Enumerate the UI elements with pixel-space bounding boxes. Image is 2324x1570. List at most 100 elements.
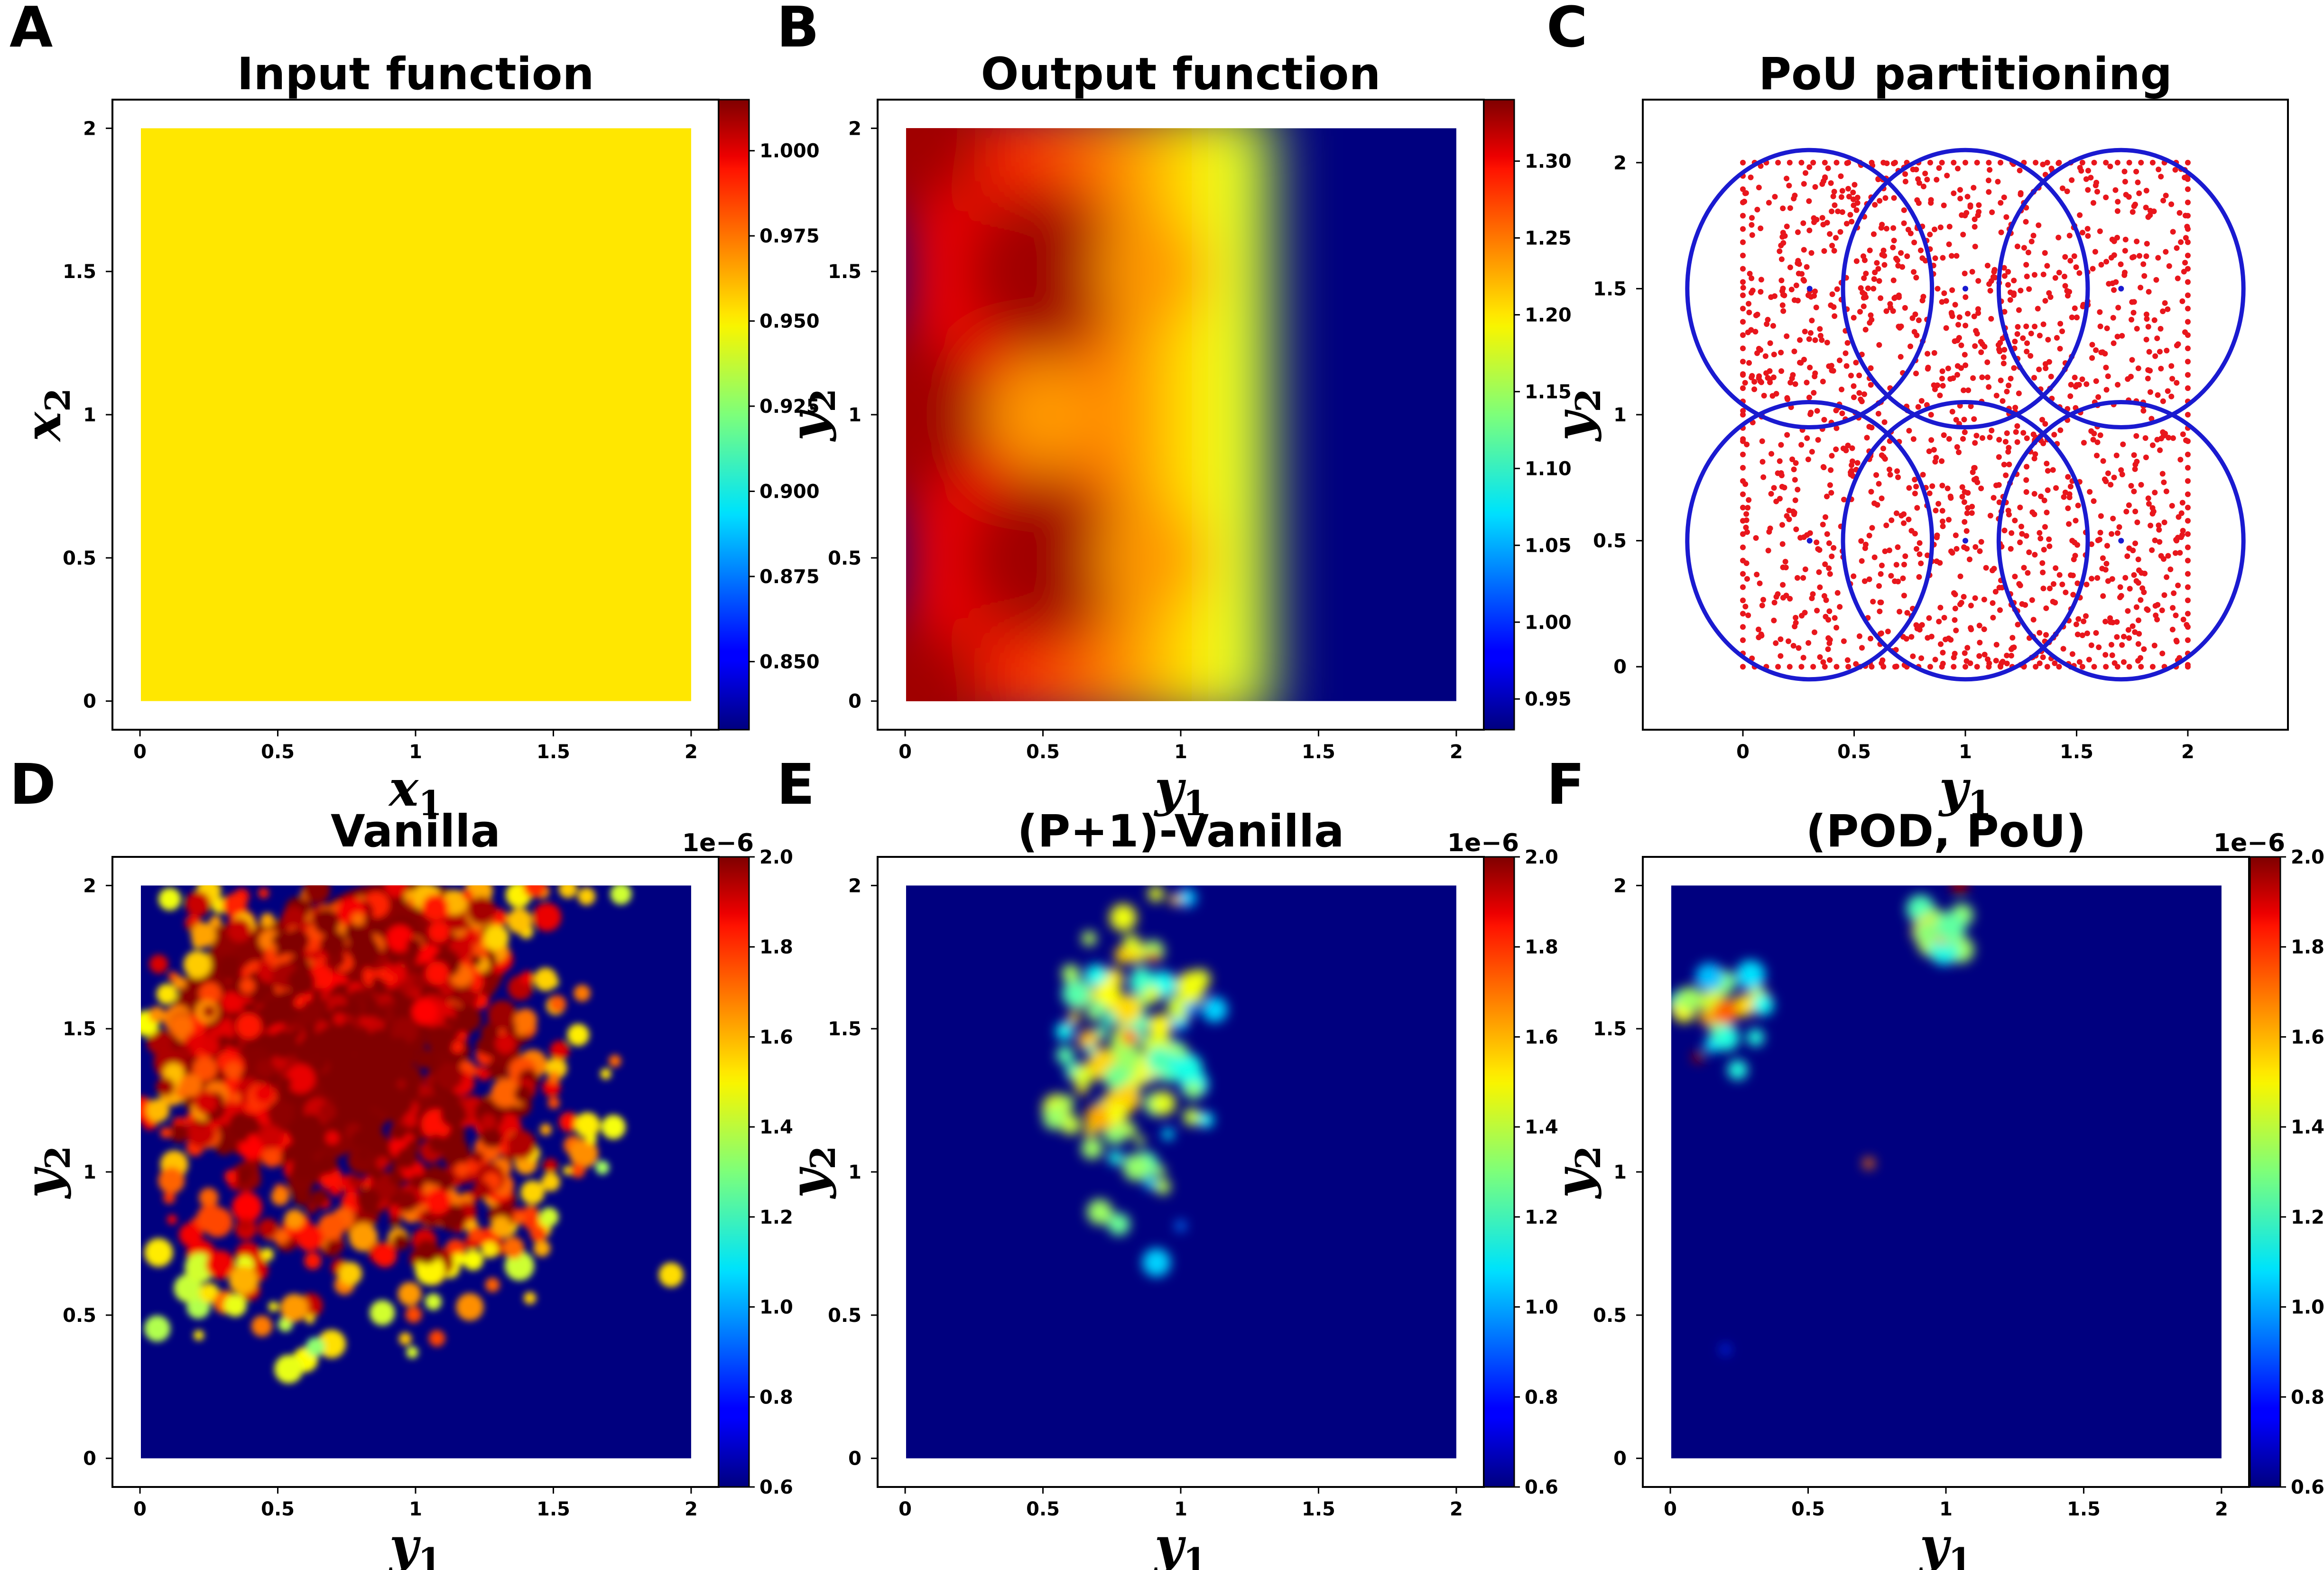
data-point	[1981, 626, 1987, 632]
data-point	[2167, 567, 2174, 573]
data-point	[1881, 419, 1888, 425]
data-point	[2060, 646, 2066, 652]
data-point	[2114, 159, 2120, 166]
data-point	[1854, 460, 1861, 466]
data-point	[1932, 255, 1938, 261]
data-point	[1878, 571, 1884, 577]
error-blob	[478, 1069, 490, 1081]
data-point	[1813, 304, 1819, 310]
data-point	[2130, 209, 2136, 215]
data-point	[1946, 436, 1952, 442]
data-point	[1841, 638, 1847, 644]
pou-center	[2118, 286, 2124, 292]
data-point	[1800, 655, 1806, 661]
data-point	[1956, 334, 1962, 341]
data-point	[1779, 288, 1786, 294]
error-blob	[389, 1092, 413, 1116]
data-point	[1760, 597, 1766, 603]
error-blob	[1089, 1001, 1106, 1017]
data-point	[2008, 652, 2014, 659]
data-point	[2037, 660, 2043, 667]
colorbar-offset-label: 1e−6	[2213, 829, 2285, 857]
data-point	[1936, 165, 1942, 171]
data-point	[2113, 279, 2119, 285]
data-point	[2017, 167, 2023, 174]
data-point	[2144, 316, 2150, 322]
error-blob	[224, 1170, 238, 1183]
data-point	[2135, 617, 2141, 623]
data-point	[2157, 349, 2163, 355]
heatmap-background	[906, 885, 1456, 1459]
data-point	[2146, 349, 2152, 355]
error-blob	[1106, 1103, 1129, 1125]
data-point	[1746, 360, 1752, 366]
data-point	[2170, 435, 2176, 441]
y-tick-label: 2	[83, 118, 96, 139]
data-point	[1860, 253, 1866, 259]
data-point	[1828, 490, 1834, 496]
data-point	[1832, 313, 1838, 319]
data-point	[1824, 531, 1830, 537]
data-point	[2079, 664, 2085, 670]
data-point	[1935, 382, 1941, 389]
data-point	[2007, 289, 2013, 296]
data-point	[1792, 193, 1798, 199]
error-blob	[349, 1223, 378, 1252]
x-tick-label: 2	[685, 1498, 698, 1520]
data-point	[1744, 529, 1750, 535]
error-blob	[398, 1282, 422, 1306]
data-point	[2079, 376, 2085, 382]
heatmap-field	[141, 128, 691, 701]
error-blob	[610, 885, 632, 905]
data-point	[2016, 390, 2022, 397]
colorbar-tick-label: 2.0	[759, 846, 793, 868]
data-point	[1760, 474, 1767, 480]
data-point	[1806, 336, 1812, 342]
data-point	[2149, 511, 2156, 517]
data-point	[2132, 540, 2139, 547]
data-point	[1945, 635, 1952, 641]
data-point	[1853, 661, 1859, 667]
y-axis-label: y2	[1544, 1146, 1608, 1199]
data-point	[2159, 471, 2166, 477]
data-point	[2066, 521, 2072, 527]
data-point	[2135, 556, 2141, 562]
error-blob	[484, 925, 509, 950]
data-point	[2172, 550, 2178, 556]
data-point	[1927, 664, 1933, 670]
error-blob	[218, 956, 243, 981]
data-point	[2126, 635, 2132, 641]
data-point	[1875, 266, 1881, 272]
data-point	[1822, 159, 1828, 166]
error-blob	[305, 1314, 315, 1324]
error-blob	[306, 1337, 325, 1356]
error-blob	[288, 1119, 306, 1138]
data-point	[2046, 359, 2052, 365]
data-point	[1798, 664, 1805, 670]
data-point	[2107, 163, 2113, 169]
data-point	[1833, 235, 1839, 241]
data-point	[1884, 160, 1890, 167]
error-blob	[320, 930, 346, 957]
y-tick-label: 1	[1613, 1161, 1627, 1183]
data-point	[1807, 330, 1814, 336]
data-point	[2164, 347, 2170, 353]
x-tick-label: 1	[1174, 1498, 1187, 1520]
data-point	[2185, 239, 2191, 245]
data-point	[2109, 576, 2115, 582]
data-point	[1832, 202, 1838, 208]
point-cloud	[1740, 159, 2191, 670]
data-point	[1959, 484, 1965, 490]
data-point	[2028, 353, 2034, 359]
error-blob	[269, 1030, 298, 1059]
data-point	[1883, 308, 1889, 314]
error-blob	[586, 1133, 597, 1144]
data-point	[1838, 173, 1844, 179]
data-point	[1910, 653, 1916, 660]
panel-letter: F	[1546, 752, 1585, 817]
error-blob	[296, 1224, 324, 1251]
data-point	[1756, 185, 1762, 191]
data-point	[2103, 259, 2110, 265]
colorbar-tick-label: 1.6	[2291, 1026, 2324, 1048]
